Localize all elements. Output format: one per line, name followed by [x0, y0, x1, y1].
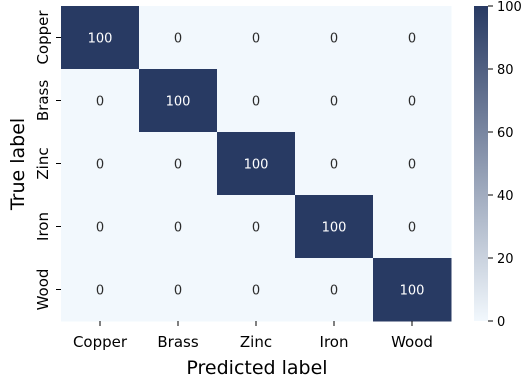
cell-value-label: 0 [174, 32, 182, 47]
y-tick-label: Brass [34, 80, 52, 121]
y-axis-title: True label [7, 118, 29, 211]
y-tick-label: Zinc [34, 147, 52, 179]
cell-value-label: 0 [174, 221, 182, 236]
heatmap-cell [217, 132, 296, 196]
heatmap-cell [373, 258, 452, 322]
colorbar-tick-label: 40 [497, 189, 514, 204]
heatmap-cell [295, 258, 374, 322]
x-tick-label: Iron [320, 333, 349, 351]
heatmap-cell-labels: 100 0 0 0 0 0 100 0 0 0 0 0 100 0 0 0 0 0 100 0 0 0 0 0 100 [88, 32, 425, 299]
heatmap-cell [61, 195, 140, 259]
heatmap-cell [217, 258, 296, 322]
cell-value-label: 0 [174, 158, 182, 173]
heatmap-cell [373, 6, 452, 70]
colorbar-tick-label: 80 [497, 63, 514, 78]
x-tick-label: Zinc [240, 333, 272, 351]
x-tick-label: Wood [391, 333, 433, 351]
cell-value-label: 0 [96, 158, 104, 173]
cell-value-label: 0 [174, 284, 182, 299]
heatmap-cell [295, 6, 374, 70]
colorbar-tick-label: 0 [497, 315, 505, 330]
x-tick-label: Copper [73, 333, 128, 351]
x-axis-ticks: Copper Brass Zinc Iron Wood [73, 321, 433, 351]
cell-value-label: 0 [330, 95, 338, 110]
cell-value-label: 100 [400, 284, 425, 299]
colorbar-ticks: 0 20 40 60 80 100 [488, 0, 522, 330]
heatmap-cell [61, 6, 140, 70]
heatmap-cell [217, 195, 296, 259]
colorbar-tick-label: 100 [497, 0, 522, 15]
cell-value-label: 100 [244, 158, 269, 173]
heatmap-cell [217, 69, 296, 133]
cell-value-label: 0 [330, 284, 338, 299]
cell-value-label: 0 [330, 158, 338, 173]
cell-value-label: 0 [96, 284, 104, 299]
heatmap-cell [139, 69, 218, 133]
heatmap-cell [295, 69, 374, 133]
x-axis-title: Predicted label [186, 357, 327, 379]
heatmap-cell [61, 258, 140, 322]
heatmap-cell [373, 69, 452, 133]
y-tick-label: Copper [34, 10, 52, 65]
heatmap-cell [139, 258, 218, 322]
heatmap-cell [373, 195, 452, 259]
heatmap-cell [295, 132, 374, 196]
heatmap-cell [139, 195, 218, 259]
heatmap-cells [61, 6, 452, 322]
cell-value-label: 0 [252, 32, 260, 47]
heatmap-cell [61, 69, 140, 133]
cell-value-label: 0 [252, 221, 260, 236]
cell-value-label: 0 [252, 284, 260, 299]
y-tick-label: Iron [34, 212, 52, 241]
cell-value-label: 0 [96, 95, 104, 110]
heatmap-cell [295, 195, 374, 259]
y-axis-ticks: Copper Brass Zinc Iron Wood [34, 10, 61, 311]
colorbar [474, 6, 488, 321]
cell-value-label: 0 [408, 95, 416, 110]
heatmap-cell [217, 6, 296, 70]
colorbar-tick-label: 60 [497, 126, 514, 141]
cell-value-label: 100 [88, 32, 113, 47]
x-tick-label: Brass [157, 333, 198, 351]
cell-value-label: 0 [330, 32, 338, 47]
cell-value-label: 0 [252, 95, 260, 110]
y-tick-label: Wood [34, 269, 52, 311]
heatmap-cell [61, 132, 140, 196]
colorbar-tick-label: 20 [497, 252, 514, 267]
cell-value-label: 100 [166, 95, 191, 110]
cell-value-label: 100 [322, 221, 347, 236]
cell-value-label: 0 [408, 158, 416, 173]
cell-value-label: 0 [408, 32, 416, 47]
heatmap-cell [139, 132, 218, 196]
cell-value-label: 0 [96, 221, 104, 236]
heatmap-cell [373, 132, 452, 196]
heatmap-cell [139, 6, 218, 70]
cell-value-label: 0 [408, 221, 416, 236]
